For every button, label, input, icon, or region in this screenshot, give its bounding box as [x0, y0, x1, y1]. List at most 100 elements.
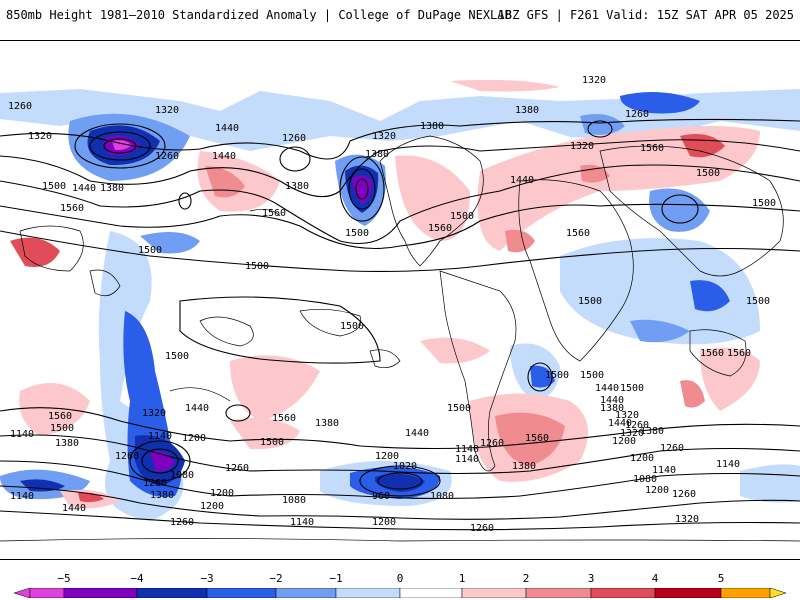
contour-label: 1380 [420, 121, 444, 132]
contour-label: 1200 [182, 433, 206, 444]
contour-label: 1560 [700, 348, 724, 359]
contour-label: 1140 [10, 429, 34, 440]
contour-label: 1320 [142, 408, 166, 419]
colorbar-tick-label: 5 [717, 572, 725, 585]
contour-label: 1440 [212, 151, 236, 162]
contour-label: 1260 [480, 438, 504, 449]
colorbar-tick-label: 3 [587, 572, 595, 585]
contour-label: 1020 [393, 461, 417, 472]
contour-label: 1140 [652, 465, 676, 476]
model-run-info: 18Z GFS | F261 Valid: 15Z SAT APR 05 202… [497, 8, 794, 22]
map-title: 850mb Height 1981–2010 Standardized Anom… [6, 8, 512, 22]
contour-label: 960 [372, 491, 390, 502]
contour-label: 1380 [100, 183, 124, 194]
contour-label: 1380 [285, 181, 309, 192]
contour-label: 1260 [282, 133, 306, 144]
contour-label: 1500 [138, 245, 162, 256]
contour-label: 1200 [375, 451, 399, 462]
contour-label: 1560 [727, 348, 751, 359]
contour-label: 1320 [582, 75, 606, 86]
colorbar: −5 −4 −3 −2 −1 0 1 2 3 4 5 [14, 572, 786, 600]
pos-anomaly-region [395, 155, 470, 241]
contour-label: 1440 [600, 395, 624, 406]
contour-label: 1440 [510, 175, 534, 186]
contour-label: 1440 [215, 123, 239, 134]
contour-label: 1440 [185, 403, 209, 414]
contour-label: 1500 [340, 321, 364, 332]
colorbar-tick-label: 1 [458, 572, 466, 585]
contour-label: 1380 [365, 149, 389, 160]
contour-label: 1260 [170, 517, 194, 528]
neg-anomaly-region [649, 188, 710, 232]
colorbar-tick-label: 0 [396, 572, 404, 585]
height-contours [0, 118, 800, 531]
contour-label: 1200 [612, 436, 636, 447]
contour-label: 1500 [165, 351, 189, 362]
contour-label: 1560 [272, 413, 296, 424]
contour-label: 1500 [578, 296, 602, 307]
pos-anomaly-region [230, 417, 300, 450]
contour-label: 1320 [615, 410, 639, 421]
contour-label: 1500 [620, 383, 644, 394]
contour-label: 1260 [225, 463, 249, 474]
contour-label: 1320 [372, 131, 396, 142]
contour-label: 1140 [455, 454, 479, 465]
contour-label: 1260 [115, 451, 139, 462]
contour-label: 1560 [48, 411, 72, 422]
contour-label: 1080 [633, 474, 657, 485]
contour-label: 1440 [608, 418, 632, 429]
contour-label: 1500 [696, 168, 720, 179]
pos-anomaly-region [700, 347, 760, 411]
contour-label: 1140 [290, 517, 314, 528]
contour-label: 1500 [245, 261, 269, 272]
contour-label: 1560 [262, 208, 286, 219]
neg-anomaly-region [560, 238, 760, 345]
anomaly-map: 1320 1320 1320 1320 1320 1260 1260 1260 … [0, 40, 800, 560]
header: 850mb Height 1981–2010 Standardized Anom… [0, 0, 800, 28]
contour-label: 1260 [660, 443, 684, 454]
contour-label: 1200 [630, 453, 654, 464]
contour-label: 1500 [746, 296, 770, 307]
contour-label: 1560 [525, 433, 549, 444]
contour-label: 1140 [148, 431, 172, 442]
contour-label: 1500 [42, 181, 66, 192]
contour-label: 1560 [566, 228, 590, 239]
colorbar-tick-label: 2 [522, 572, 530, 585]
contour-label: 1260 [155, 151, 179, 162]
contour-label: 1260 [672, 489, 696, 500]
colorbar-tick-label: −3 [200, 572, 214, 585]
contour-label: 1500 [545, 370, 569, 381]
pos-anomaly-region [19, 383, 90, 436]
neg-anomaly-region [620, 92, 700, 114]
pos-anomaly-region [420, 337, 490, 364]
contour-label: 1320 [570, 141, 594, 152]
contour-label: 1260 [625, 420, 649, 431]
contour-label: 1500 [50, 423, 74, 434]
contour-label: 1140 [455, 444, 479, 455]
contour-label: 1320 [675, 514, 699, 525]
contour-label: 1440 [595, 383, 619, 394]
contour-label: 1320 [155, 105, 179, 116]
neg-anomaly-region [580, 113, 625, 135]
contour-label: 1440 [405, 428, 429, 439]
contour-label: 1080 [430, 491, 454, 502]
colorbar-scale [14, 588, 786, 598]
pos-anomaly-region [205, 166, 245, 198]
contour-label: 1500 [260, 437, 284, 448]
contour-label: 1560 [640, 143, 664, 154]
contour-label: 1380 [515, 105, 539, 116]
colorbar-tick-label: 4 [651, 572, 659, 585]
colorbar-tick-label: −4 [130, 572, 144, 585]
contour-label: 1200 [200, 501, 224, 512]
contour-label: 1140 [716, 459, 740, 470]
neg-anomaly-region [140, 232, 200, 254]
neg-anomaly-region [530, 365, 555, 388]
pos-anomaly-region [477, 126, 760, 251]
contour-label: 1380 [512, 461, 536, 472]
contour-label: 1320 [620, 428, 644, 439]
contour-label: 1260 [8, 101, 32, 112]
contour-label: 1260 [625, 109, 649, 120]
neg-anomaly-region [630, 319, 690, 343]
contour-label: 1080 [170, 470, 194, 481]
contour-label: 1440 [72, 183, 96, 194]
